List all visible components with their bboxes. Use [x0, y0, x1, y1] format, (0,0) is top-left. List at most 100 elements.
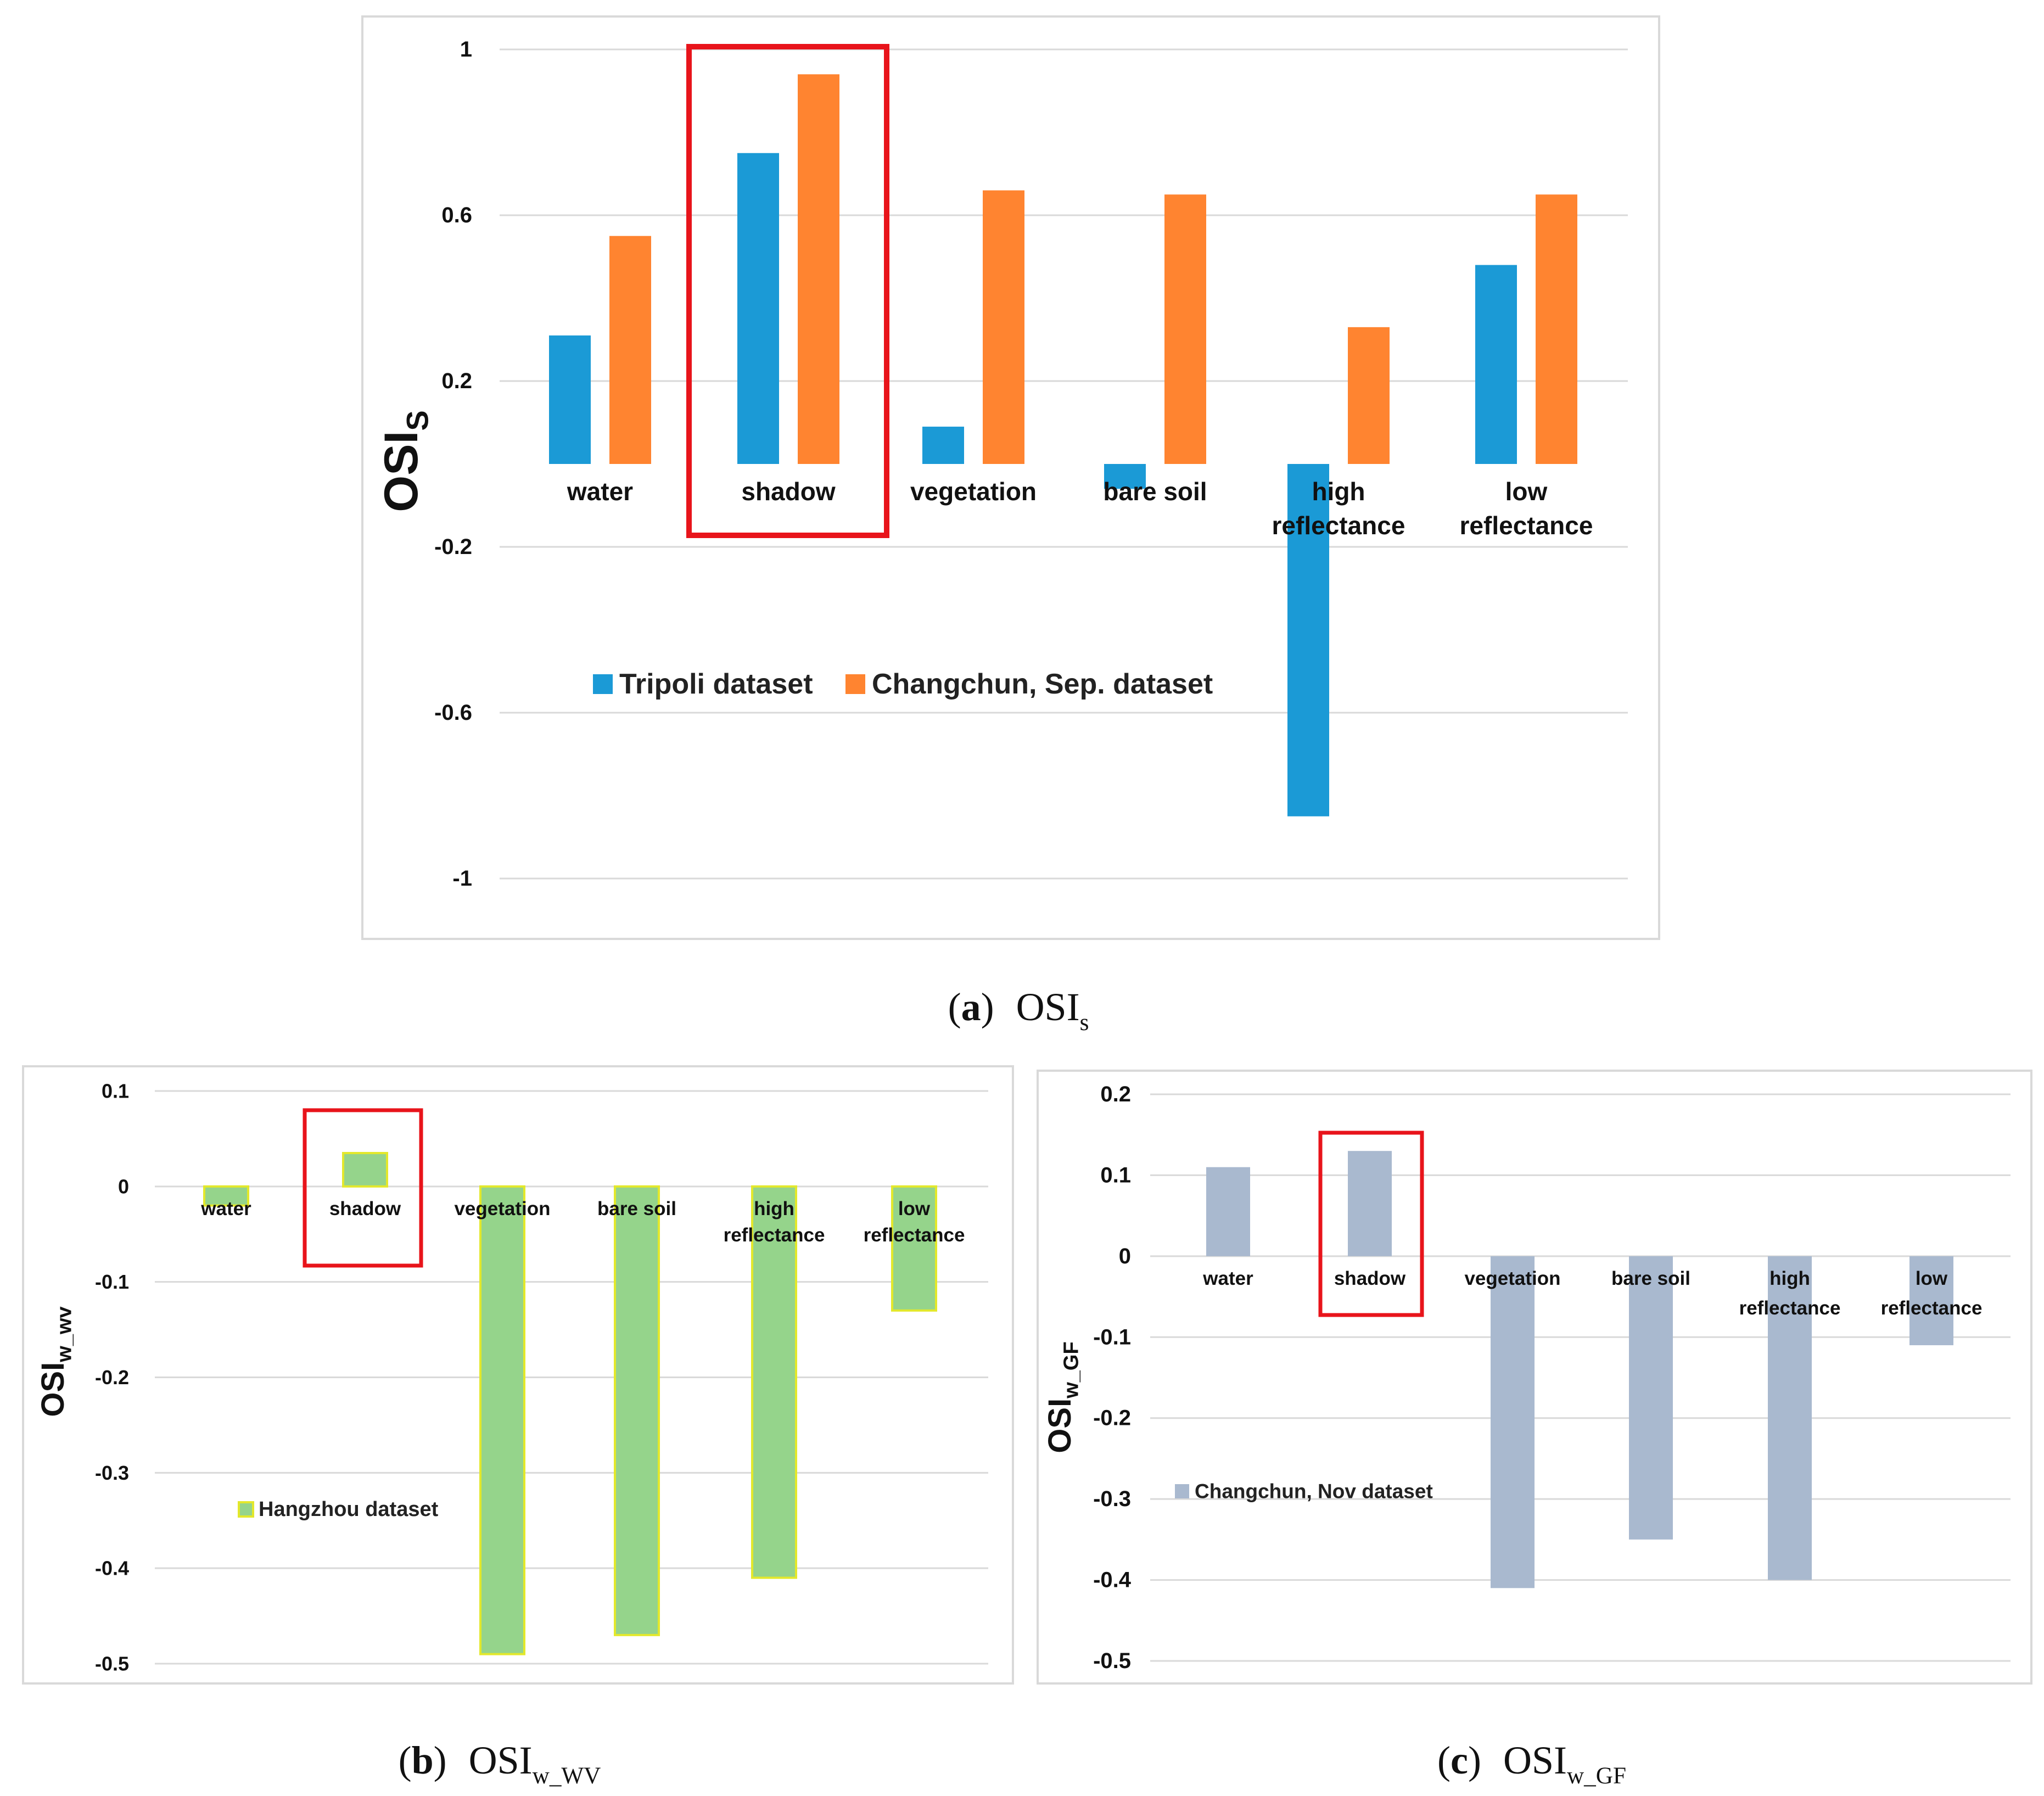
caption-sub: w_WV	[533, 1763, 601, 1789]
category-label: high reflectance	[1739, 1268, 1841, 1319]
category-label-line: bare soil	[1103, 477, 1207, 506]
caption-paren-open: (	[399, 1738, 412, 1782]
chart-frame	[361, 15, 1660, 940]
y-tick-label: -0.4	[95, 1557, 129, 1580]
category-label: high reflectance	[724, 1198, 825, 1246]
caption-paren-open: (	[1437, 1738, 1451, 1782]
y-tick-label: -0.2	[95, 1366, 129, 1389]
chart-panel-a: 1 0.6 0.2 -0.2 -0.6 -1 water shadow vegetation ba…	[361, 15, 1660, 1036]
y-tick-label: 0.6	[441, 203, 472, 227]
legend-label: Hangzhou dataset	[259, 1498, 439, 1521]
bar-changchun-nov-dataset-vegetation	[1491, 1256, 1535, 1588]
caption-sub: w_GF	[1567, 1763, 1626, 1789]
category-label-line: shadow	[329, 1198, 401, 1219]
category-label-line: reflectance	[1881, 1297, 1983, 1319]
category-label-line: bare soil	[597, 1198, 676, 1219]
bar-changchun-sep-dataset-vegetation	[983, 190, 1024, 464]
bar-hangzhou-dataset-bare-soil	[614, 1185, 660, 1636]
bar-hangzhou-dataset-water	[203, 1185, 249, 1207]
category-label: bare soil	[1611, 1268, 1690, 1289]
chart-panel-c: 0.2 0.1 0 -0.1 -0.2 -0.3 -0.4 -0.5 water shadow ve…	[1037, 1070, 2032, 1789]
bar-tripoli-dataset-high-reflectance	[1287, 464, 1329, 816]
category-label: low reflectance	[1881, 1268, 1983, 1319]
category-label-line: vegetation	[454, 1198, 550, 1219]
bar-hangzhou-dataset-shadow	[342, 1151, 388, 1188]
category-label-line: shadow	[741, 477, 835, 506]
bar-tripoli-dataset-low-reflectance	[1475, 265, 1517, 464]
caption-main: OSI	[469, 1738, 533, 1782]
bar-changchun-sep-dataset-high-reflectance	[1348, 327, 1390, 464]
category-label-line: shadow	[1334, 1268, 1406, 1289]
category-label-line: reflectance	[1739, 1297, 1841, 1319]
caption-letter: a	[961, 985, 981, 1029]
y-tick-label: -0.1	[1093, 1325, 1131, 1349]
y-tick-label: 0.1	[102, 1080, 129, 1103]
bar-hangzhou-dataset-low-reflectance	[891, 1185, 937, 1312]
category-label-line: high	[1312, 477, 1365, 506]
bar-changchun-nov-dataset-low-reflectance	[1909, 1256, 1953, 1346]
y-axis-label-sub: w_GF	[1060, 1341, 1083, 1398]
category-label-line: high	[1769, 1268, 1810, 1289]
legend-label: Changchun, Sep. dataset	[872, 668, 1213, 700]
y-tick-label: 0.2	[441, 369, 472, 393]
category-label: vegetation	[454, 1198, 550, 1219]
bar-tripoli-dataset-vegetation	[922, 427, 964, 464]
category-label-line: reflectance	[724, 1224, 825, 1246]
y-axis-label-main: OSI	[1042, 1398, 1078, 1453]
y-tick-label: -0.1	[95, 1271, 129, 1293]
category-label: water	[567, 477, 633, 506]
category-label-line: bare soil	[1611, 1268, 1690, 1289]
y-tick-label: -1	[452, 866, 472, 891]
bar-changchun-nov-dataset-shadow	[1348, 1151, 1392, 1256]
category-label-line: reflectance	[864, 1224, 965, 1246]
legend-swatch	[845, 674, 865, 694]
category-label: water	[200, 1198, 251, 1219]
caption-letter: b	[412, 1738, 434, 1782]
y-axis-label-sub: S	[400, 410, 435, 430]
chart-panel-b: 0.1 0 -0.1 -0.2 -0.3 -0.4 -0.5 water shadow veget…	[22, 1065, 1014, 1789]
y-axis-label: OSIw_wv	[35, 1306, 76, 1417]
y-tick-label: 0.1	[1100, 1163, 1131, 1187]
caption-sub: s	[1080, 1010, 1089, 1036]
bar-changchun-nov-dataset-bare-soil	[1629, 1256, 1673, 1540]
category-label-line: low	[1505, 477, 1548, 506]
bar-changchun-sep-dataset-bare-soil	[1164, 194, 1206, 464]
legend-swatch	[1175, 1484, 1189, 1498]
category-label: low reflectance	[864, 1198, 965, 1246]
category-label: high reflectance	[1272, 477, 1405, 540]
category-label-line: low	[1916, 1268, 1948, 1289]
category-label-line: reflectance	[1272, 511, 1405, 540]
legend-swatch	[238, 1501, 254, 1518]
category-label: shadow	[741, 477, 835, 506]
panel-caption: (b) OSIw_WV	[399, 1738, 601, 1789]
legend-swatch	[593, 674, 613, 694]
category-label-line: low	[898, 1198, 931, 1219]
y-tick-label: -0.4	[1093, 1568, 1132, 1592]
category-label-line: vegetation	[910, 477, 1037, 506]
category-label: bare soil	[597, 1198, 676, 1219]
y-tick-label: -0.3	[95, 1462, 129, 1484]
category-label-line: water	[1202, 1268, 1253, 1289]
category-label: water	[1202, 1268, 1253, 1289]
highlight-box	[303, 1108, 423, 1268]
category-label: shadow	[329, 1198, 401, 1219]
y-tick-label: -0.3	[1093, 1487, 1131, 1511]
bar-hangzhou-dataset-vegetation	[479, 1185, 525, 1655]
y-axis-label: OSIS	[375, 410, 435, 512]
caption-paren-open: (	[948, 985, 961, 1029]
caption-paren-close: )	[434, 1738, 447, 1782]
bar-tripoli-dataset-shadow	[737, 153, 779, 464]
y-axis-label-main: OSI	[375, 431, 428, 512]
bar-hangzhou-dataset-high-reflectance	[751, 1185, 797, 1579]
category-label: shadow	[1334, 1268, 1406, 1289]
y-tick-label: -0.2	[1093, 1406, 1131, 1430]
bar-tripoli-dataset-water	[549, 335, 591, 464]
caption-main: OSI	[1016, 985, 1080, 1029]
legend-label: Changchun, Nov dataset	[1195, 1480, 1433, 1503]
y-axis-label-sub: w_wv	[53, 1306, 76, 1362]
bar-changchun-sep-dataset-shadow	[798, 74, 839, 465]
bar-changchun-nov-dataset-high-reflectance	[1768, 1256, 1812, 1580]
y-tick-label: -0.2	[434, 535, 472, 559]
y-tick-label: 0.2	[1100, 1082, 1131, 1106]
